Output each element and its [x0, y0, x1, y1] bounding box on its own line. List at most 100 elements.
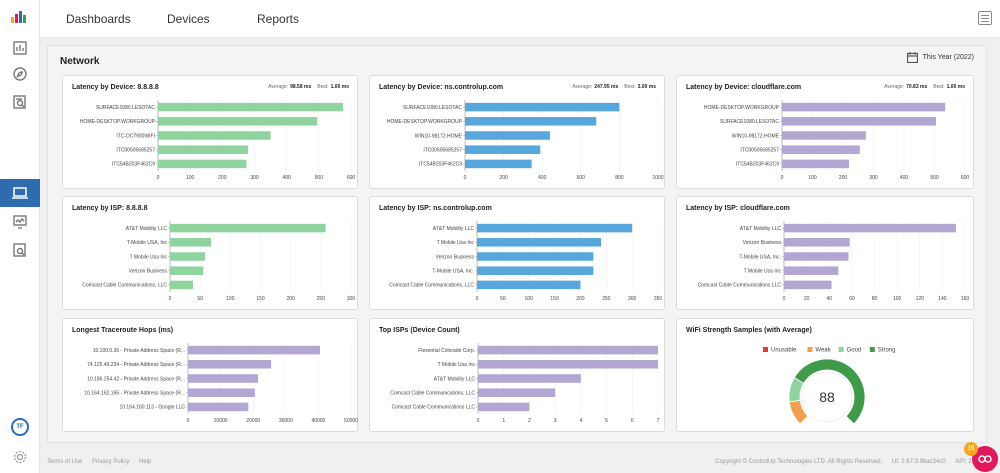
nav-dashboards[interactable]: Dashboards — [66, 12, 131, 26]
bar[interactable] — [170, 280, 193, 290]
bar[interactable] — [465, 145, 541, 154]
bar[interactable] — [158, 159, 247, 169]
bar[interactable] — [784, 223, 956, 233]
bar[interactable] — [478, 402, 530, 412]
bar[interactable] — [158, 117, 318, 126]
bar[interactable] — [477, 223, 633, 233]
bar[interactable] — [478, 345, 658, 355]
category-label: 10.100.0.36 - Private Address Space (R..… — [93, 348, 185, 354]
chart-card-lat-isp-2: Latency by ISP: ns.controlup.com 0 50 100 15… — [369, 196, 665, 310]
category-label: WIN10-98172.HOME — [415, 133, 463, 139]
category-label: ITC54B203F462C9 — [112, 162, 155, 168]
legend-swatch — [869, 347, 875, 352]
bar[interactable] — [782, 102, 946, 112]
category-label: Flexential Colorado Corp. — [418, 348, 475, 354]
nav-devices[interactable]: Devices — [167, 12, 210, 26]
category-label: ITC00505685257 — [116, 148, 155, 154]
legend-label[interactable]: Weak — [815, 348, 831, 354]
bar[interactable] — [477, 280, 581, 290]
bar[interactable] — [784, 266, 839, 275]
bar[interactable] — [465, 159, 532, 169]
category-label: Verizon Business — [743, 240, 782, 246]
bar[interactable] — [170, 238, 212, 247]
chart-title: WiFi Strength Samples (with Average) — [686, 327, 812, 334]
category-label: Comcast Cable Communications LLC — [698, 283, 782, 289]
x-tick-label: 300 — [869, 175, 878, 181]
legend-label[interactable]: Strong — [878, 348, 896, 354]
compass-icon[interactable] — [12, 66, 28, 82]
bar[interactable] — [477, 266, 594, 275]
date-range-picker[interactable]: This Year (2022) — [906, 52, 974, 63]
bar[interactable] — [158, 102, 343, 112]
nav-reports[interactable]: Reports — [257, 12, 300, 26]
bar[interactable] — [465, 102, 620, 112]
x-tick-label: 600 — [961, 175, 970, 181]
bar[interactable] — [188, 388, 255, 397]
chart-title: Latency by ISP: cloudflare.com — [686, 205, 790, 212]
bar[interactable] — [158, 145, 249, 154]
category-label: AT&T Mobility LLC — [434, 376, 476, 382]
bar[interactable] — [784, 252, 849, 261]
x-tick-label: 40 — [826, 296, 832, 302]
bar[interactable] — [170, 266, 204, 275]
x-tick-label: 40000 — [311, 418, 325, 424]
x-tick-label: 150 — [550, 296, 559, 302]
category-label: T-Mobile USA, Inc. — [432, 269, 474, 275]
bar[interactable] — [170, 223, 326, 233]
category-label: Comcast Cable Communications, LLC — [389, 283, 474, 289]
x-tick-label: 300 — [347, 296, 356, 302]
bar[interactable] — [477, 252, 594, 261]
x-tick-label: 500 — [315, 175, 324, 181]
gauge-slice-strong[interactable] — [793, 358, 866, 425]
chart-card-lat-dev-3: Latency by Device: cloudflare.com Average… — [676, 75, 974, 189]
bar[interactable] — [477, 238, 602, 247]
bar[interactable] — [465, 117, 597, 126]
bar[interactable] — [784, 238, 850, 247]
bar[interactable] — [478, 388, 556, 397]
chart-svg: 0 50 100 150 200 250 300 AT&T Mobility LLC T-Mob… — [82, 221, 356, 302]
x-tick-label: 6 — [631, 418, 634, 424]
devices-nav-icon[interactable] — [0, 179, 40, 207]
help-link[interactable]: Help — [139, 459, 152, 465]
bar[interactable] — [782, 117, 937, 126]
bar[interactable] — [478, 374, 581, 383]
terms-link[interactable]: Terms of Use — [47, 459, 83, 465]
category-label: 10.186.254.42 - Private Address Space (R… — [87, 376, 185, 382]
x-tick-label: 5 — [605, 418, 608, 424]
settings-gear-icon[interactable] — [13, 450, 27, 469]
legend-label[interactable]: Unusable — [771, 348, 797, 354]
user-avatar[interactable]: TF — [11, 418, 29, 436]
x-tick-label: 4 — [579, 418, 582, 424]
bar[interactable] — [170, 252, 205, 261]
chart-svg: 0 10000 20000 30000 40000 50000 10.100.0.36 - … — [84, 343, 358, 424]
bar[interactable] — [158, 131, 271, 140]
bar[interactable] — [188, 360, 272, 369]
bar[interactable] — [782, 145, 860, 154]
analytics-icon[interactable] — [12, 40, 28, 56]
x-tick-label: 30000 — [279, 418, 293, 424]
category-label: HOME-DESKTOP.WORKGROUP — [704, 105, 780, 111]
category-label: HOME-DESKTOP.WORKGROUP — [80, 119, 156, 125]
bar[interactable] — [784, 280, 832, 290]
privacy-link[interactable]: Privacy Policy — [92, 459, 130, 465]
bar[interactable] — [478, 360, 658, 369]
legend-swatch — [807, 347, 813, 352]
bar[interactable] — [188, 374, 259, 383]
chart-card-lat-dev-1: Latency by Device: 8.8.8.8 Average: 98.58 … — [62, 75, 358, 189]
bar[interactable] — [782, 131, 866, 140]
monitor-activity-icon[interactable] — [12, 214, 28, 230]
x-tick-label: 400 — [900, 175, 909, 181]
report-search-icon[interactable] — [12, 94, 28, 110]
bar[interactable] — [188, 345, 321, 355]
bar[interactable] — [465, 131, 550, 140]
x-tick-label: 100 — [525, 296, 534, 302]
document-search-icon[interactable] — [12, 242, 28, 258]
app-logo-icon[interactable] — [11, 10, 29, 28]
chart-card-lat-isp-1: Latency by ISP: 8.8.8.8 0 50 100 150 200 250 30… — [62, 196, 358, 310]
legend-label[interactable]: Good — [847, 348, 862, 354]
bar[interactable] — [188, 402, 249, 412]
bar[interactable] — [782, 159, 850, 169]
dashboard-settings-icon[interactable] — [978, 11, 992, 25]
x-tick-label: 600 — [577, 175, 586, 181]
stat-avg-label: Average: — [884, 84, 905, 90]
